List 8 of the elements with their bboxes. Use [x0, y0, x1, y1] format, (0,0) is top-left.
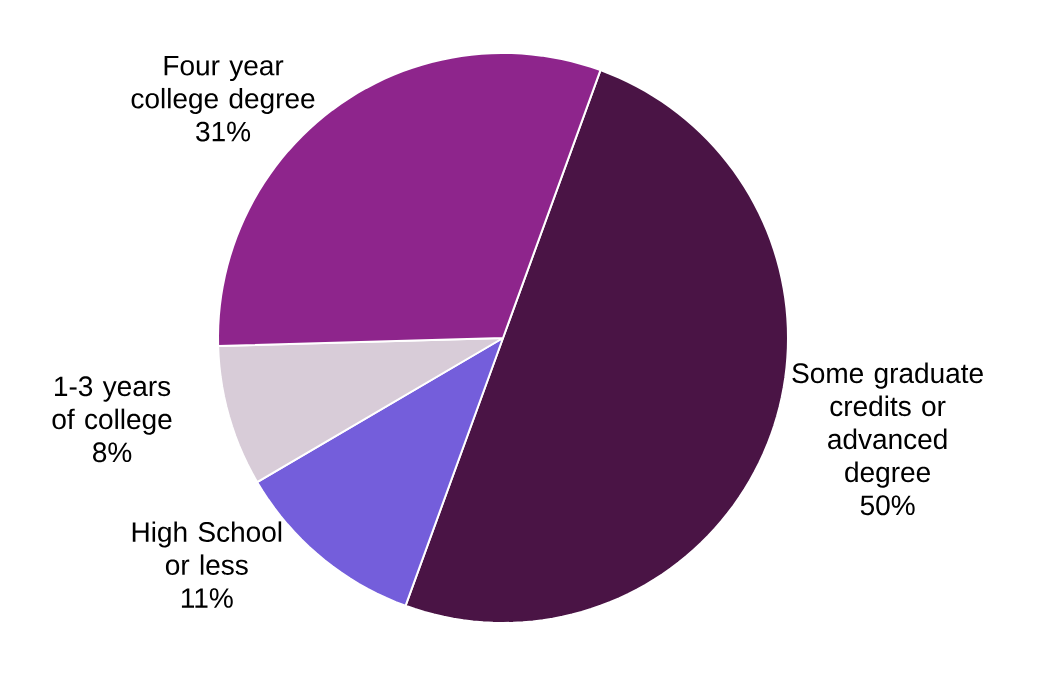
slice-label: Four year college degree [131, 55, 315, 115]
slice-label: Some graduate credits or advanced degree [792, 362, 983, 488]
slice-label: 1-3 years of college [52, 376, 172, 435]
data-label: 50% [860, 495, 915, 516]
slice-label: High School or less [132, 521, 282, 575]
data-label: 11% [181, 588, 233, 608]
data-label: 8% [93, 442, 132, 463]
data-label: 31% [196, 121, 251, 142]
